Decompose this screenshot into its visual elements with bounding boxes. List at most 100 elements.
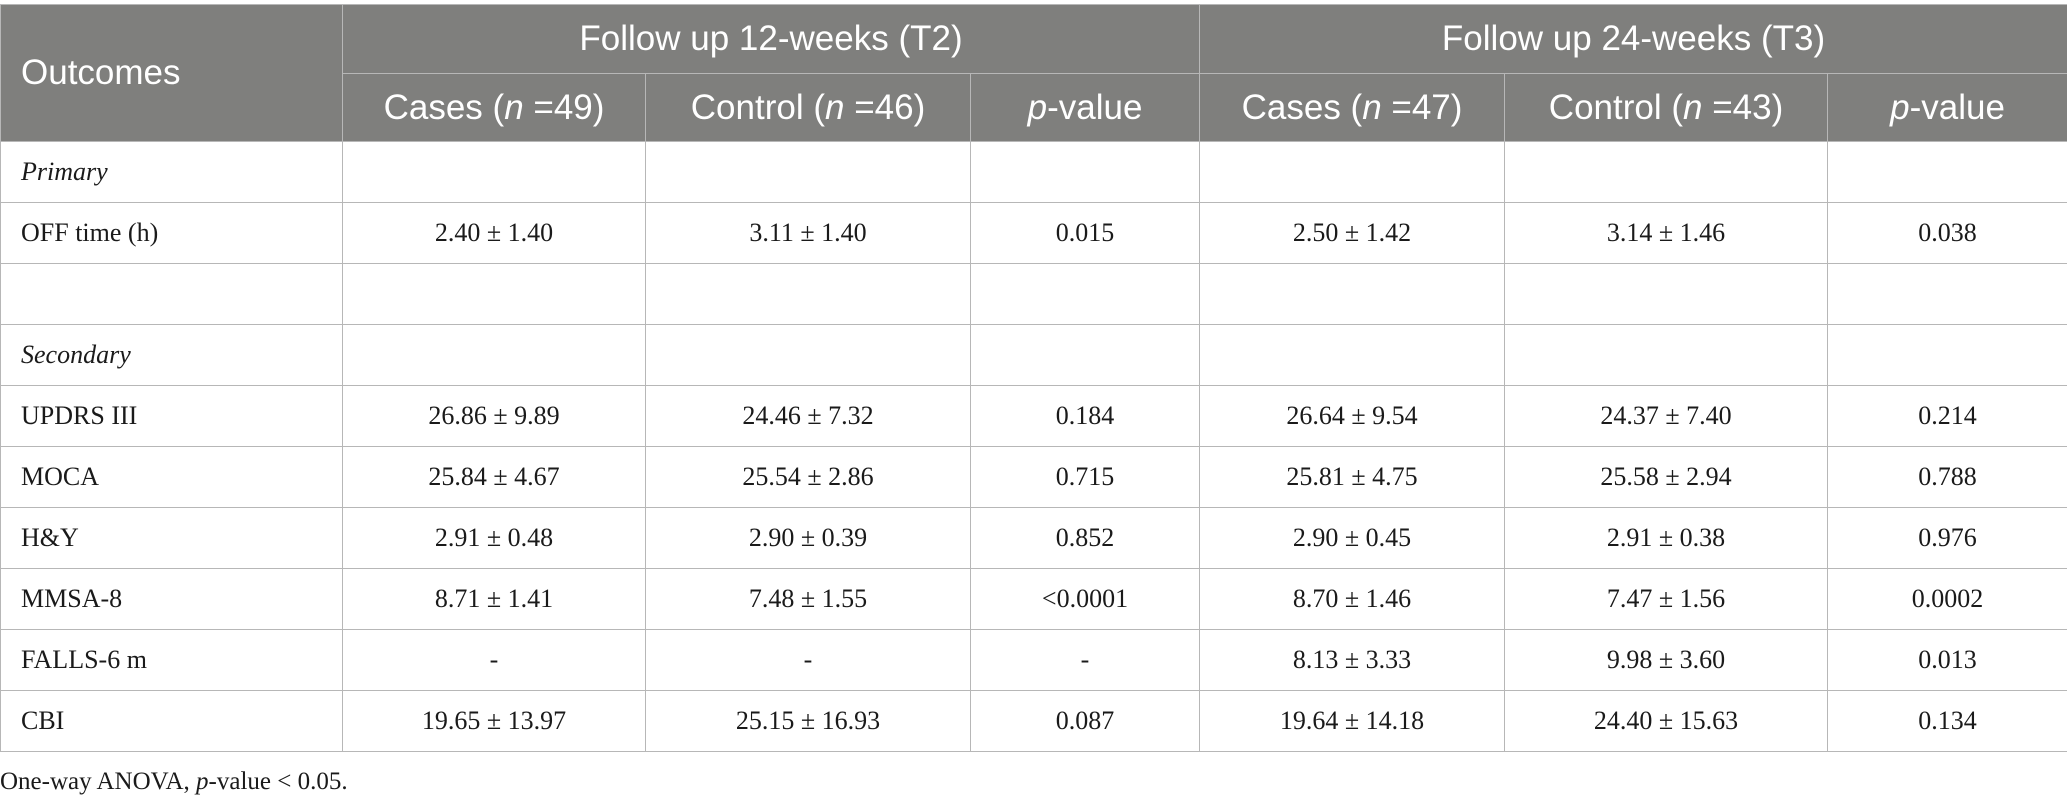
table-cell: 0.184 (969, 385, 1201, 447)
section-row: Primary (0, 141, 2067, 203)
outcome-label: H&Y (0, 507, 343, 569)
table-cell (1504, 141, 1829, 203)
table-cell (645, 324, 971, 386)
table-cell (1199, 263, 1506, 325)
table-row (0, 263, 2067, 325)
table-cell (342, 324, 646, 386)
table-cell: 0.038 (1827, 202, 2067, 264)
table-cell: 8.13 ± 3.33 (1199, 629, 1506, 691)
table-row: CBI 19.65 ± 13.97 25.15 ± 16.93 0.087 19.64 … (0, 690, 2067, 752)
table-cell (969, 141, 1201, 203)
table-cell: 19.65 ± 13.97 (342, 690, 646, 752)
footnote-p-variable: p (196, 768, 209, 795)
table-cell (1827, 324, 2067, 386)
column-header-variable: p (1027, 87, 1048, 127)
column-header: Control (n =46) (645, 73, 971, 142)
column-header-suffix: =49) (523, 87, 605, 127)
column-header-variable: n (1683, 87, 1703, 127)
outcome-label (0, 263, 343, 325)
table-cell: 7.48 ± 1.55 (645, 568, 971, 630)
table-row: MOCA 25.84 ± 4.67 25.54 ± 2.86 0.715 25.81 ±… (0, 446, 2067, 508)
table-cell: 26.86 ± 9.89 (342, 385, 646, 447)
table-cell (645, 263, 971, 325)
table-cell (1199, 324, 1506, 386)
table-cell (645, 141, 971, 203)
column-header: p-value (1827, 73, 2067, 142)
table-cell: 3.11 ± 1.40 (645, 202, 971, 264)
outcome-label: MMSA-8 (0, 568, 343, 630)
column-header-suffix: -value (1909, 87, 2005, 127)
table-cell: 24.46 ± 7.32 (645, 385, 971, 447)
section-row: Secondary (0, 324, 2067, 386)
table-cell: 9.98 ± 3.60 (1504, 629, 1829, 691)
table-cell: 25.84 ± 4.67 (342, 446, 646, 508)
table-row: UPDRS III 26.86 ± 9.89 24.46 ± 7.32 0.184 26… (0, 385, 2067, 447)
outcomes-header: Outcomes (0, 4, 343, 142)
column-header: Control (n =43) (1504, 73, 1829, 142)
table-footnote: One-way ANOVA, p-value < 0.05. (0, 768, 348, 796)
table-cell (1504, 263, 1829, 325)
table-row: MMSA-8 8.71 ± 1.41 7.48 ± 1.55 <0.0001 8.70 … (0, 568, 2067, 630)
table-cell: 0.015 (969, 202, 1201, 264)
column-header-prefix: Control ( (690, 87, 825, 127)
column-header-variable: n (825, 87, 845, 127)
table-row: FALLS-6 m - - -8.13 ± 3.33 9.98 ± 3.60 0.013 (0, 629, 2067, 691)
table-cell (1827, 141, 2067, 203)
table-cell: 25.58 ± 2.94 (1504, 446, 1829, 508)
table-cell (1504, 324, 1829, 386)
table-cell: 0.976 (1827, 507, 2067, 569)
table-cell: 2.90 ± 0.45 (1199, 507, 1506, 569)
column-header: Cases (n =49) (342, 73, 646, 142)
column-header-variable: n (1362, 87, 1382, 127)
table-cell: 0.134 (1827, 690, 2067, 752)
table-cell (342, 263, 646, 325)
table-cell: - (342, 629, 646, 691)
column-header: Cases (n =47) (1199, 73, 1506, 142)
column-header-variable: n (504, 87, 524, 127)
column-header: p-value (969, 73, 1201, 142)
outcome-label: CBI (0, 690, 343, 752)
column-header-prefix: Control ( (1548, 87, 1684, 127)
table-cell: 2.91 ± 0.38 (1504, 507, 1829, 569)
table-cell (1827, 263, 2067, 325)
table-cell: - (645, 629, 971, 691)
table-cell: - (969, 629, 1201, 691)
table-cell: 8.71 ± 1.41 (342, 568, 646, 630)
column-header-prefix: Cases ( (1241, 87, 1363, 127)
outcome-label: OFF time (h) (0, 202, 343, 264)
column-header-suffix: =46) (844, 87, 926, 127)
column-header-suffix: =43) (1702, 87, 1784, 127)
table-cell: 26.64 ± 9.54 (1199, 385, 1506, 447)
table-row: OFF time (h) 2.40 ± 1.40 3.11 ± 1.40 0.015 2… (0, 202, 2067, 264)
table-cell: 8.70 ± 1.46 (1199, 568, 1506, 630)
table-body: Primary OFF time (h) 2.40 ± 1.40 3.11 ± 1.4… (0, 141, 2067, 752)
section-label: Secondary (0, 324, 343, 386)
table-cell: 0.788 (1827, 446, 2067, 508)
table-cell: 0.852 (969, 507, 1201, 569)
column-header-variable: p (1890, 87, 1910, 127)
footnote-text-after: -value < 0.05. (208, 768, 348, 795)
table-cell: 2.40 ± 1.40 (342, 202, 646, 264)
table-cell: 19.64 ± 14.18 (1199, 690, 1506, 752)
table-cell: 25.54 ± 2.86 (645, 446, 971, 508)
table-cell (1199, 141, 1506, 203)
table-cell: 0.087 (969, 690, 1201, 752)
group-header-t2: Follow up 12-weeks (T2) (341, 4, 1201, 74)
table-cell (969, 263, 1201, 325)
table-cell: 0.715 (969, 446, 1201, 508)
section-label: Primary (0, 141, 343, 203)
group-header-t3: Follow up 24-weeks (T3) (1199, 4, 2067, 74)
table-cell: 24.40 ± 15.63 (1504, 690, 1829, 752)
table-cell: 24.37 ± 7.40 (1504, 385, 1829, 447)
table-cell: 0.0002 (1827, 568, 2067, 630)
table-cell: 2.50 ± 1.42 (1199, 202, 1506, 264)
table-cell: 25.15 ± 16.93 (645, 690, 971, 752)
table-header: Outcomes Follow up 12-weeks (T2) Follow … (0, 4, 2067, 142)
outcome-label: FALLS-6 m (0, 629, 343, 691)
table-cell: 0.013 (1827, 629, 2067, 691)
table-cell: 3.14 ± 1.46 (1504, 202, 1829, 264)
outcome-label: MOCA (0, 446, 343, 508)
table-cell: 2.90 ± 0.39 (645, 507, 971, 569)
results-table: Outcomes Follow up 12-weeks (T2) Follow … (0, 4, 2067, 752)
table-row: H&Y 2.91 ± 0.48 2.90 ± 0.39 0.852 2.90 ± 0.4… (0, 507, 2067, 569)
